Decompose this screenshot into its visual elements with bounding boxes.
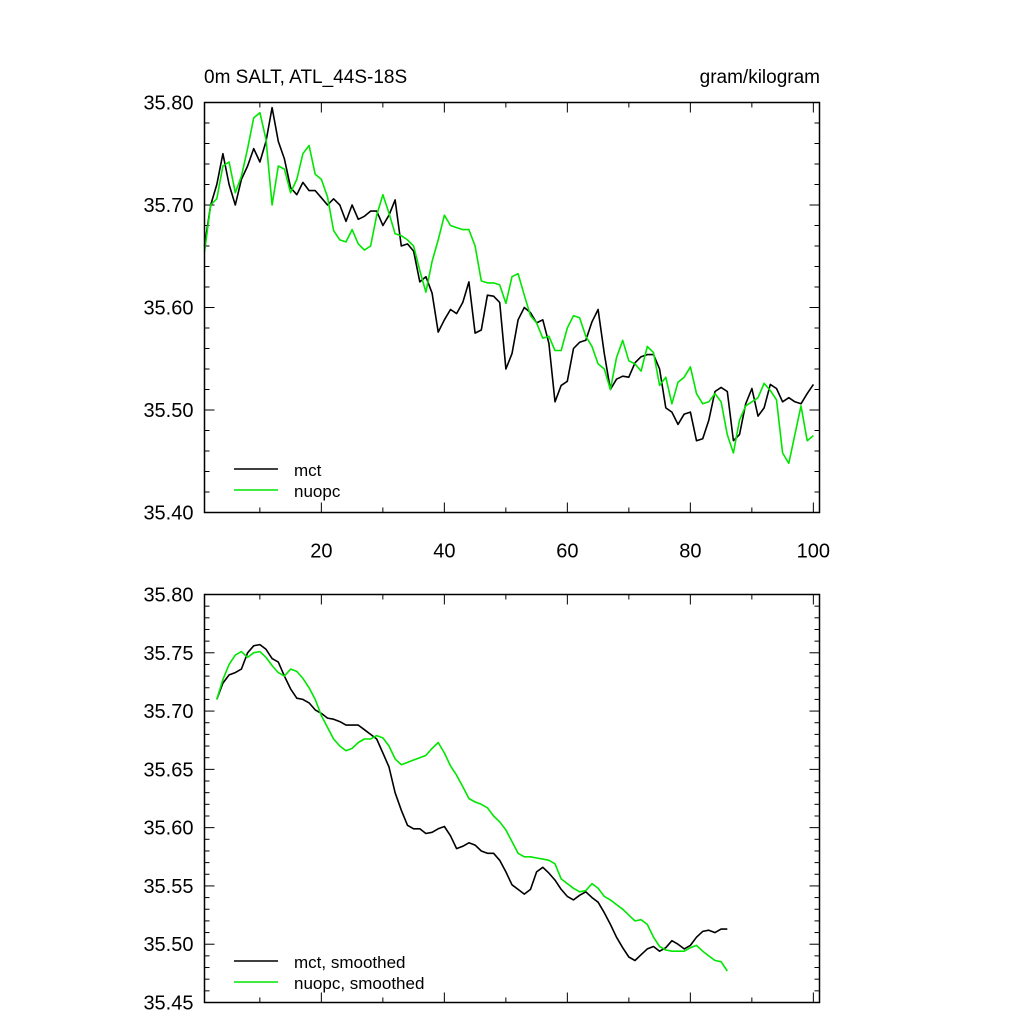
- legend-label-mct-smoothed: mct, smoothed: [294, 953, 406, 972]
- x-tick-label: 100: [797, 541, 830, 563]
- y-tick-label: 35.70: [143, 195, 193, 217]
- top-plot-frame: [203, 101, 821, 514]
- series-line-nuopc: [203, 111, 814, 465]
- bottom-panel: 35.45 35.50 35.55 35.60 35.65 35.70 35.75 35.80…: [143, 585, 821, 1015]
- legend-label-nuopc-smoothed: nuopc, smoothed: [294, 974, 424, 993]
- top-series-lines: [203, 106, 815, 465]
- top-legend: mct nuopc: [234, 461, 341, 501]
- chart-title: 0m SALT, ATL_44S-18S: [204, 67, 407, 88]
- bottom-series-lines: [216, 643, 728, 972]
- legend-label-mct: mct: [294, 461, 322, 480]
- units-label: gram/kilogram: [700, 67, 820, 88]
- y-tick-label: 35.60: [143, 298, 193, 320]
- bottom-plot-frame: [203, 593, 821, 1004]
- y-tick-label: 35.75: [143, 643, 193, 665]
- bottom-axis-ticks: 35.45 35.50 35.55 35.60 35.65 35.70 35.75 35.80: [143, 585, 820, 1015]
- series-line-mct: [203, 106, 815, 442]
- x-tick-label: 60: [556, 541, 578, 563]
- y-tick-label: 35.80: [143, 93, 193, 115]
- series-line-mct-smoothed: [216, 643, 728, 962]
- y-tick-label: 35.50: [143, 400, 193, 422]
- bottom-legend: mct, smoothed nuopc, smoothed: [234, 953, 424, 993]
- y-tick-label: 35.40: [143, 503, 193, 525]
- y-tick-label: 35.55: [143, 876, 193, 898]
- series-line-nuopc-smoothed: [216, 650, 728, 972]
- y-tick-label: 35.50: [143, 934, 193, 956]
- y-tick-label: 35.80: [143, 585, 193, 607]
- y-tick-label: 35.70: [143, 701, 193, 723]
- y-tick-label: 35.45: [143, 993, 193, 1015]
- x-tick-label: 40: [433, 541, 455, 563]
- x-tick-label: 20: [310, 541, 332, 563]
- x-tick-label: 80: [679, 541, 701, 563]
- y-tick-label: 35.65: [143, 759, 193, 781]
- y-tick-label: 35.60: [143, 818, 193, 840]
- top-axis-ticks: 35.40 35.50 35.60 35.70 35.80 20 40 60 80 100: [143, 93, 830, 563]
- legend-label-nuopc: nuopc: [294, 482, 341, 501]
- top-panel: 0m SALT, ATL_44S-18S gram/kilogram 35.40…: [143, 67, 830, 563]
